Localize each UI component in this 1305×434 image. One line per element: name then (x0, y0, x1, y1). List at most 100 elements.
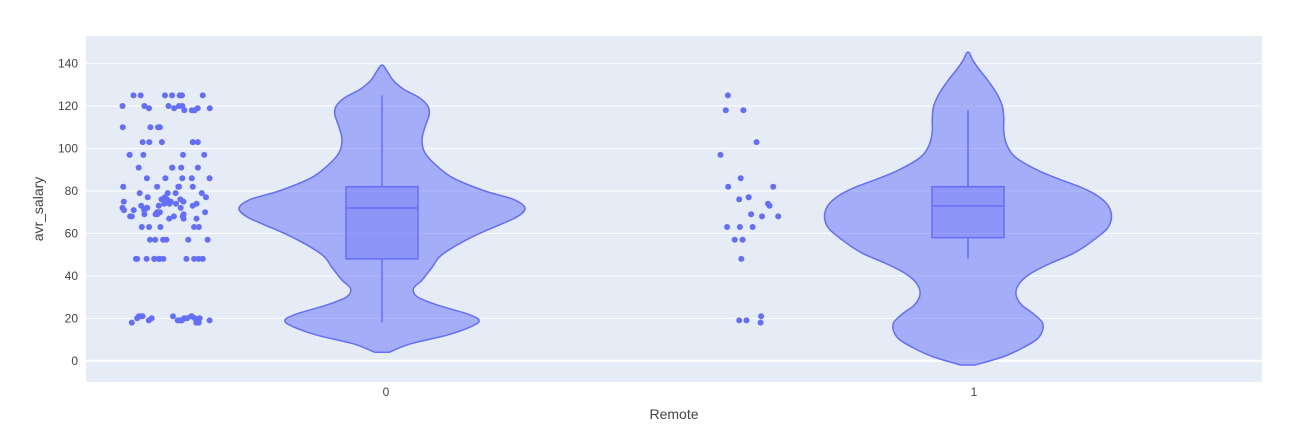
data-point-0-124 (141, 103, 148, 109)
data-point-0-52 (180, 211, 187, 218)
data-point-0-113 (156, 124, 163, 131)
violin-group-0 (119, 64, 526, 354)
data-point-0-95 (162, 175, 169, 182)
data-point-0-72 (173, 200, 179, 207)
data-point-0-86 (120, 183, 127, 190)
data-point-0-129 (162, 92, 168, 99)
data-point-0-109 (194, 139, 201, 146)
y-tick-label-40: 40 (65, 269, 79, 283)
data-point-0-30 (191, 255, 198, 262)
data-point-1-18 (725, 183, 732, 190)
violin-marks (119, 51, 1113, 366)
data-point-1-5 (739, 236, 746, 243)
box-iqr-0 (345, 185, 419, 260)
data-point-0-118 (188, 107, 195, 114)
data-point-0-82 (136, 190, 143, 197)
data-point-0-74 (120, 198, 127, 205)
data-point-0-101 (180, 151, 186, 158)
data-point-0-79 (144, 194, 151, 201)
data-point-0-49 (127, 213, 134, 220)
data-point-1-22 (753, 139, 760, 146)
data-point-1-0 (757, 319, 764, 326)
data-point-1-12 (748, 211, 755, 218)
data-point-1-2 (736, 317, 743, 324)
data-point-0-17 (188, 313, 195, 320)
data-point-1-24 (722, 107, 729, 114)
data-point-0-16 (137, 313, 144, 320)
data-point-0-127 (179, 103, 186, 109)
data-point-0-42 (191, 224, 198, 230)
data-point-0-103 (201, 151, 208, 158)
data-point-0-61 (130, 207, 137, 214)
data-point-1-15 (736, 196, 743, 203)
data-point-0-99 (194, 164, 201, 171)
data-point-1-4 (738, 255, 745, 262)
data-point-0-19 (193, 319, 200, 326)
data-point-0-24 (143, 255, 150, 262)
data-point-0-96 (135, 164, 142, 171)
data-point-0-34 (152, 236, 159, 243)
data-point-1-10 (775, 213, 782, 220)
data-point-0-39 (138, 224, 145, 230)
data-point-1-23 (740, 107, 747, 114)
data-point-0-93 (188, 175, 195, 182)
data-point-1-9 (749, 224, 756, 230)
data-point-0-36 (204, 236, 211, 243)
data-point-0-115 (147, 124, 154, 131)
data-point-0-90 (189, 183, 196, 190)
data-point-0-84 (198, 190, 205, 197)
data-point-0-38 (185, 236, 192, 243)
y-tick-label-60: 60 (65, 226, 79, 240)
data-point-0-58 (156, 209, 163, 216)
data-point-0-106 (158, 139, 165, 146)
data-point-0-26 (199, 255, 206, 262)
data-point-0-111 (189, 139, 196, 146)
data-point-0-105 (140, 151, 147, 158)
data-point-0-14 (170, 313, 176, 320)
data-point-0-121 (194, 105, 201, 112)
violin-group-1 (717, 51, 1113, 366)
data-point-0-71 (193, 200, 200, 207)
data-point-0-119 (206, 105, 213, 112)
data-point-0-123 (119, 103, 126, 109)
data-point-0-32 (132, 255, 139, 262)
gridlines (86, 63, 1262, 362)
data-point-0-22 (183, 255, 190, 262)
data-point-0-135 (137, 92, 144, 99)
data-point-0-33 (147, 236, 153, 243)
data-point-0-20 (128, 319, 135, 326)
y-tick-label-100: 100 (58, 142, 78, 156)
data-point-0-110 (139, 139, 146, 146)
data-point-0-100 (169, 164, 176, 171)
data-point-0-132 (179, 92, 185, 99)
data-point-0-122 (146, 105, 152, 112)
violin-body-1 (823, 51, 1113, 366)
data-point-1-20 (737, 175, 744, 182)
data-point-0-37 (160, 236, 167, 243)
data-point-0-67 (138, 202, 145, 209)
data-point-0-98 (178, 164, 185, 171)
data-point-0-134 (169, 92, 176, 99)
data-point-0-62 (177, 204, 184, 211)
data-point-0-114 (119, 124, 126, 131)
data-point-0-133 (130, 92, 137, 99)
data-point-1-6 (731, 236, 738, 243)
data-point-1-3 (758, 313, 765, 320)
x-tick-label-1: 1 (971, 385, 978, 399)
data-point-0-81 (203, 194, 209, 201)
data-point-1-1 (743, 317, 750, 324)
x-tick-label-0: 0 (383, 385, 390, 399)
data-point-0-85 (172, 190, 179, 197)
data-point-0-94 (206, 175, 213, 182)
data-point-0-11 (148, 315, 155, 322)
data-point-0-89 (154, 183, 161, 190)
data-point-1-19 (770, 183, 777, 190)
data-point-0-78 (177, 196, 184, 203)
data-point-0-40 (157, 224, 164, 230)
data-point-0-48 (170, 213, 177, 220)
data-point-0-69 (161, 200, 168, 207)
data-point-0-45 (193, 215, 200, 222)
data-point-0-125 (165, 103, 172, 109)
